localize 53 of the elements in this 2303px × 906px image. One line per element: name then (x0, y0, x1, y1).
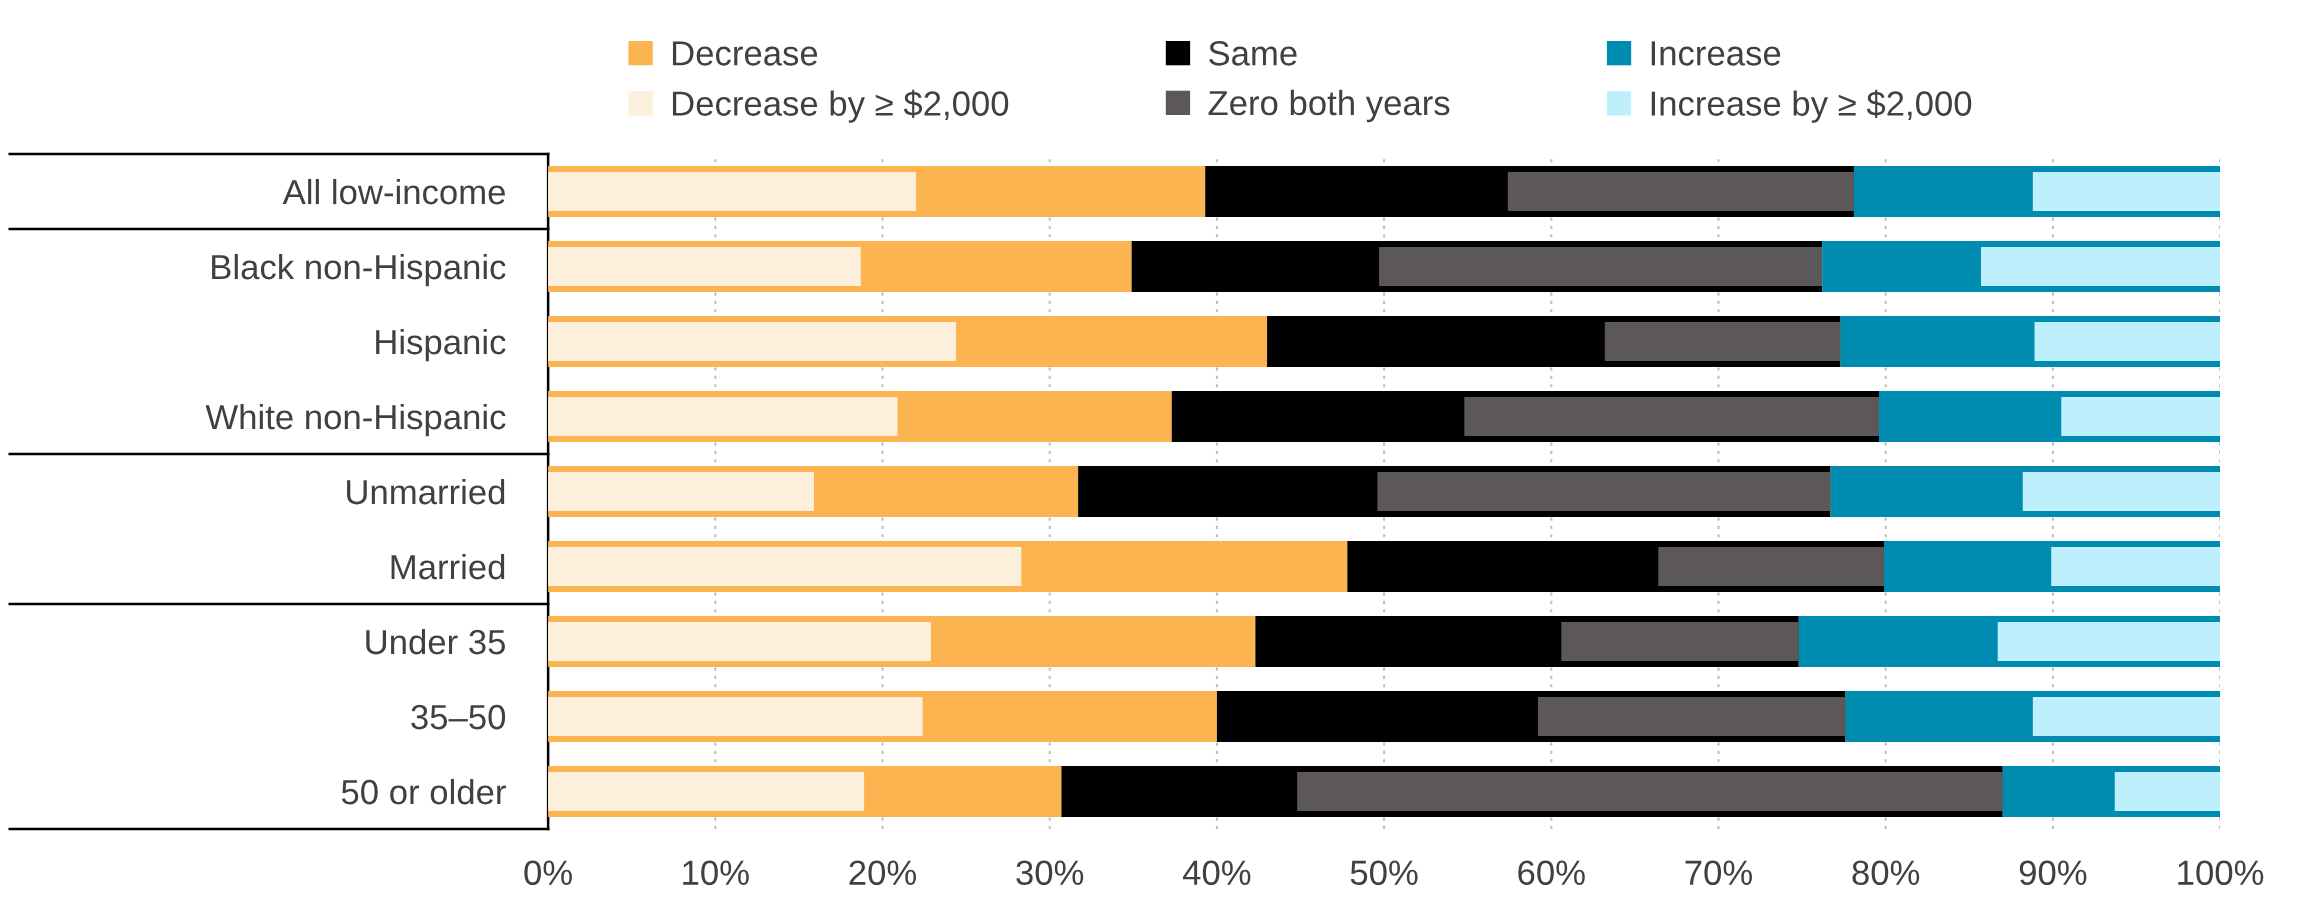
x-tick-label: 20% (849, 860, 917, 886)
bar (548, 771, 865, 811)
x-tick-label: 10% (683, 860, 749, 886)
legend-label: Decrease by ≥ $2,000 (672, 89, 1009, 123)
bar (548, 472, 814, 511)
x-tick-label: 90% (2019, 860, 2087, 886)
x-tick-label: 40% (1182, 860, 1251, 886)
x-tick-label: 70% (1685, 860, 1753, 886)
bar (1464, 397, 1880, 437)
y-tick-label: All low-income (282, 178, 505, 205)
bar (1537, 697, 1846, 736)
x-tick-label: 80% (1852, 860, 1920, 886)
y-tick-label: 35–50 (411, 704, 506, 730)
legend-label: Increase (1651, 41, 1781, 66)
y-tick-label: Married (391, 553, 505, 580)
bar (548, 397, 898, 437)
x-tick-label: 0% (524, 860, 572, 886)
bar (548, 547, 1022, 586)
bar (1604, 322, 1841, 362)
bar (1981, 247, 2221, 287)
bar (2034, 322, 2221, 362)
bar (2032, 697, 2221, 736)
x-tick-label: 50% (1350, 860, 1418, 886)
bar (2114, 771, 2221, 811)
legend-label: Same (1209, 41, 1297, 66)
y-tick-label: White non-Hispanic (205, 403, 506, 437)
bar (2032, 172, 2221, 212)
bar (548, 247, 861, 287)
bar (1379, 247, 1823, 287)
bar (548, 697, 923, 736)
x-tick-label: 30% (1016, 860, 1084, 886)
legend-label: Zero both years (1208, 89, 1450, 123)
bar (1507, 172, 1854, 212)
bar (1561, 622, 1799, 661)
bar (2022, 472, 2221, 511)
bar (2051, 547, 2221, 586)
bar (548, 172, 916, 212)
legend-label: Increase by ≥ $2,000 (1651, 89, 1972, 123)
x-tick-label: 60% (1518, 860, 1585, 886)
y-tick-label: Black non-Hispanic (212, 253, 506, 287)
bar (548, 322, 957, 362)
bar (1997, 622, 2221, 661)
legend-label: Decrease (672, 41, 818, 66)
bar (2061, 397, 2221, 437)
y-tick-label: 50 or older (341, 778, 506, 805)
bar (1297, 771, 2003, 811)
bar (548, 622, 931, 661)
y-tick-label: Under 35 (366, 628, 505, 655)
bar (1658, 547, 1885, 586)
bar (1377, 472, 1831, 511)
y-tick-label: Unmarried (347, 478, 505, 505)
x-tick-label: 100% (2178, 860, 2264, 886)
y-tick-label: Hispanic (376, 328, 506, 362)
